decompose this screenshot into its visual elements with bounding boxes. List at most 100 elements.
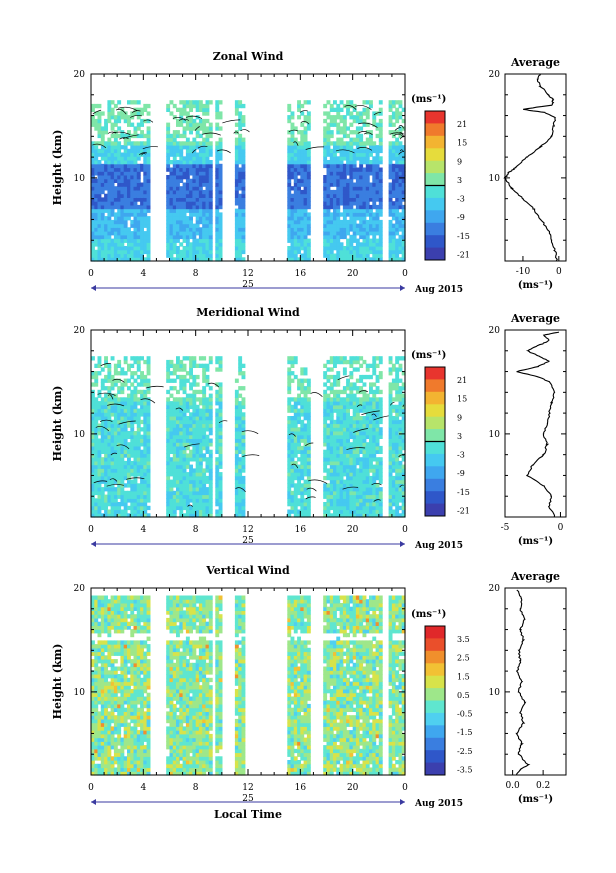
heatmap-cell xyxy=(218,408,223,413)
heatmap-cell xyxy=(215,145,220,150)
heatmap-cell xyxy=(238,253,243,258)
heatmap-cell xyxy=(100,197,105,202)
heatmap-cell xyxy=(369,445,373,451)
heatmap-cell xyxy=(303,216,308,221)
heatmap-cell xyxy=(362,416,367,421)
heatmap-cell xyxy=(333,483,337,488)
heatmap-cell xyxy=(117,100,122,105)
heatmap-cell xyxy=(398,163,403,169)
heatmap-cell xyxy=(352,479,357,484)
heatmap-cell xyxy=(238,367,243,372)
heatmap-cell xyxy=(306,434,311,439)
heatmap-cell xyxy=(189,178,193,183)
heatmap-cell xyxy=(375,457,380,462)
heatmap-cell xyxy=(375,419,380,425)
heatmap-cell xyxy=(215,242,220,247)
heatmap-cell xyxy=(123,197,128,202)
heatmap-cell xyxy=(359,223,364,228)
heatmap-cell xyxy=(306,483,311,488)
heatmap-cell xyxy=(176,363,180,368)
heatmap-cell xyxy=(378,197,383,202)
heatmap-cell xyxy=(234,175,239,180)
heatmap-cell xyxy=(169,498,174,503)
heatmap-cell xyxy=(208,223,213,228)
heatmap-cell xyxy=(378,427,383,432)
heatmap-cell xyxy=(303,389,308,395)
heatmap-cell xyxy=(176,483,180,488)
heatmap-cell xyxy=(179,490,184,496)
heatmap-cell xyxy=(342,122,347,127)
heatmap-cell xyxy=(303,118,308,124)
heatmap-cell xyxy=(372,367,377,372)
heatmap-cell xyxy=(323,371,328,376)
heatmap-cell xyxy=(297,223,301,228)
heatmap-cell xyxy=(218,386,223,391)
heatmap-cell xyxy=(241,374,246,380)
heatmap-cell xyxy=(215,419,220,425)
heatmap-cell xyxy=(398,193,403,198)
heatmap-cell xyxy=(130,231,135,236)
heatmap-cell xyxy=(395,160,400,165)
heatmap-cell xyxy=(349,419,354,425)
heatmap-cell xyxy=(179,363,184,368)
heatmap-cell xyxy=(326,487,331,492)
heatmap-cell xyxy=(355,223,360,228)
heatmap-cell xyxy=(398,246,403,251)
heatmap-cell xyxy=(192,389,197,395)
heatmap-cell xyxy=(303,246,308,251)
heatmap-cell xyxy=(398,216,403,221)
heatmap-cell xyxy=(388,412,393,417)
heatmap-cell xyxy=(130,145,135,150)
heatmap-cell xyxy=(395,356,400,361)
heatmap-cell xyxy=(179,509,184,514)
heatmap-cell xyxy=(185,356,190,361)
heatmap-cell xyxy=(104,468,108,473)
heatmap-cell xyxy=(107,208,112,213)
heatmap-cell xyxy=(336,431,341,436)
heatmap-cell xyxy=(143,189,148,195)
heatmap-cell xyxy=(208,401,213,406)
heatmap-cell xyxy=(369,487,373,492)
heatmap-cell xyxy=(192,359,197,365)
heatmap-cell xyxy=(238,100,243,105)
heatmap-cell xyxy=(97,201,102,206)
heatmap-cell xyxy=(189,208,193,213)
heatmap-cell xyxy=(198,238,203,243)
heatmap-cell xyxy=(189,427,193,432)
heatmap-cell xyxy=(127,453,131,458)
heatmap-cell xyxy=(355,412,360,417)
heatmap-cell xyxy=(336,148,341,154)
heatmap-cell xyxy=(176,130,180,135)
heatmap-cell xyxy=(143,513,148,518)
heatmap-cell xyxy=(359,137,364,142)
heatmap-cell xyxy=(401,204,406,210)
heatmap-cell xyxy=(329,505,334,511)
heatmap-cell xyxy=(172,178,177,183)
heatmap-cell xyxy=(336,216,341,221)
heatmap-cell xyxy=(130,468,135,473)
heatmap-cell xyxy=(195,434,200,439)
heatmap-cell xyxy=(378,416,383,421)
heatmap-cell xyxy=(182,386,187,391)
heatmap-cell xyxy=(189,494,193,499)
heatmap-cell xyxy=(215,460,220,466)
heatmap-cell xyxy=(346,193,350,198)
heatmap-cell xyxy=(238,148,243,154)
heatmap-cell xyxy=(362,186,367,191)
heatmap-cell xyxy=(205,197,210,202)
heatmap-cell xyxy=(205,419,210,425)
heatmap-cell xyxy=(133,378,138,383)
heatmap-cell xyxy=(169,216,174,221)
heatmap-cell xyxy=(326,442,331,447)
heatmap-cell xyxy=(362,449,367,454)
heatmap-cell xyxy=(104,457,108,462)
heatmap-cell xyxy=(146,498,151,503)
heatmap-cell xyxy=(303,141,308,146)
heatmap-cell xyxy=(326,378,331,383)
heatmap-cell xyxy=(238,175,243,180)
heatmap-cell xyxy=(372,118,377,124)
heatmap-cell xyxy=(205,401,210,406)
heatmap-cell xyxy=(215,438,220,443)
heatmap-cell xyxy=(287,107,292,112)
heatmap-cell xyxy=(198,234,203,240)
